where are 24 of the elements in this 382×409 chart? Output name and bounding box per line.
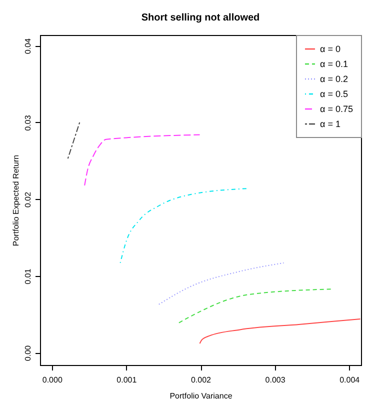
- x-tick-label: 0.003: [265, 376, 286, 384]
- x-tick-label: 0.004: [340, 376, 360, 384]
- y-tick-label: 0.02: [24, 191, 32, 208]
- x-tick-label: 0.002: [190, 376, 212, 384]
- y-axis-title: Portfolio Expected Return: [12, 154, 20, 246]
- line-series: [120, 188, 249, 264]
- legend-label: α = 0: [320, 44, 340, 54]
- line-series: [158, 262, 284, 305]
- line-series: [199, 318, 361, 344]
- legend-label: α = 0.5: [320, 89, 348, 99]
- line-series: [84, 134, 200, 186]
- x-tick-label: 0.001: [116, 376, 138, 384]
- legend-label: α = 0.1: [320, 59, 348, 69]
- x-axis-title: Portfolio Variance: [170, 392, 233, 400]
- y-tick-label: 0.01: [24, 268, 32, 284]
- legend-label: α = 1: [320, 119, 340, 129]
- x-tick-label: 0.000: [42, 376, 63, 384]
- chart-title: Short selling not allowed: [141, 12, 260, 24]
- line-series: [178, 288, 334, 324]
- legend-label: α = 0.2: [320, 74, 348, 84]
- y-tick-label: 0.04: [24, 38, 32, 54]
- legend-label: α = 0.75: [320, 104, 353, 114]
- y-tick-label: 0.03: [24, 114, 32, 131]
- y-tick-label: 0.00: [24, 344, 32, 362]
